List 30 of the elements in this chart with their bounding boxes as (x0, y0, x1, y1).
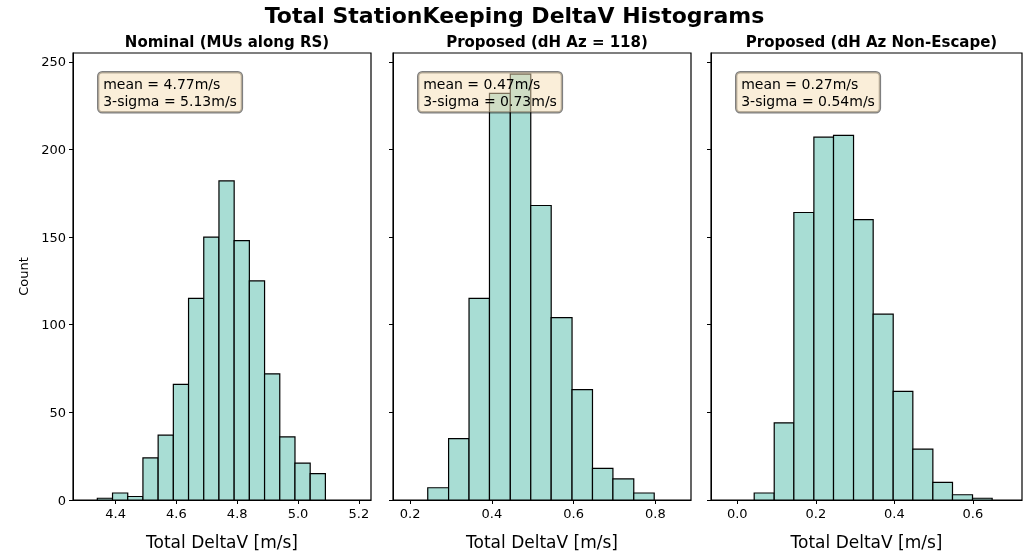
x-tick-label: 0.8 (645, 506, 666, 521)
annotation: mean = 0.47m/s 3-sigma = 0.73m/s (423, 75, 557, 109)
x-axis-title: Total DeltaV [m/s] (789, 531, 943, 552)
x-tick-label: 4.4 (105, 506, 126, 521)
x-tick-label: 4.6 (166, 506, 187, 521)
x-axis-title: Total DeltaV [m/s] (145, 531, 298, 552)
chart-title: Nominal (MUs along RS) (124, 32, 330, 51)
annotation: mean = 0.27m/s 3-sigma = 0.54m/s (741, 75, 875, 109)
x-tick-label: 0.0 (726, 506, 748, 521)
x-tick-label: 0.4 (481, 506, 503, 521)
y-tick-label: 100 (41, 317, 66, 333)
y-tick-label: 0 (57, 492, 66, 508)
x-tick-label: 0.6 (962, 506, 984, 521)
x-tick-label: 5.2 (348, 506, 370, 521)
y-tick-label: 150 (41, 229, 66, 245)
x-tick-label: 0.6 (563, 506, 585, 521)
annotation: mean = 4.77m/s 3-sigma = 5.13m/s (103, 75, 237, 109)
y-tick-label: 50 (49, 404, 66, 420)
text: Total StationKeeping DeltaV Histograms (263, 3, 766, 28)
x-tick-label: 0.2 (805, 506, 827, 521)
x-tick-label: 4.8 (226, 506, 248, 521)
y-tick-label: 250 (41, 54, 66, 70)
x-tick-label: 0.4 (884, 506, 905, 521)
x-tick-label: 0.2 (399, 506, 421, 521)
x-axis-title: Total DeltaV [m/s] (465, 531, 618, 552)
chart-title: Proposed (dH Az Non-Escape) (745, 32, 998, 51)
y-axis-title: Count (16, 257, 31, 296)
y-tick-label: 200 (41, 141, 66, 157)
x-tick-label: 5.0 (287, 506, 309, 521)
chart-title: Proposed (dH Az = 118) (446, 32, 648, 51)
